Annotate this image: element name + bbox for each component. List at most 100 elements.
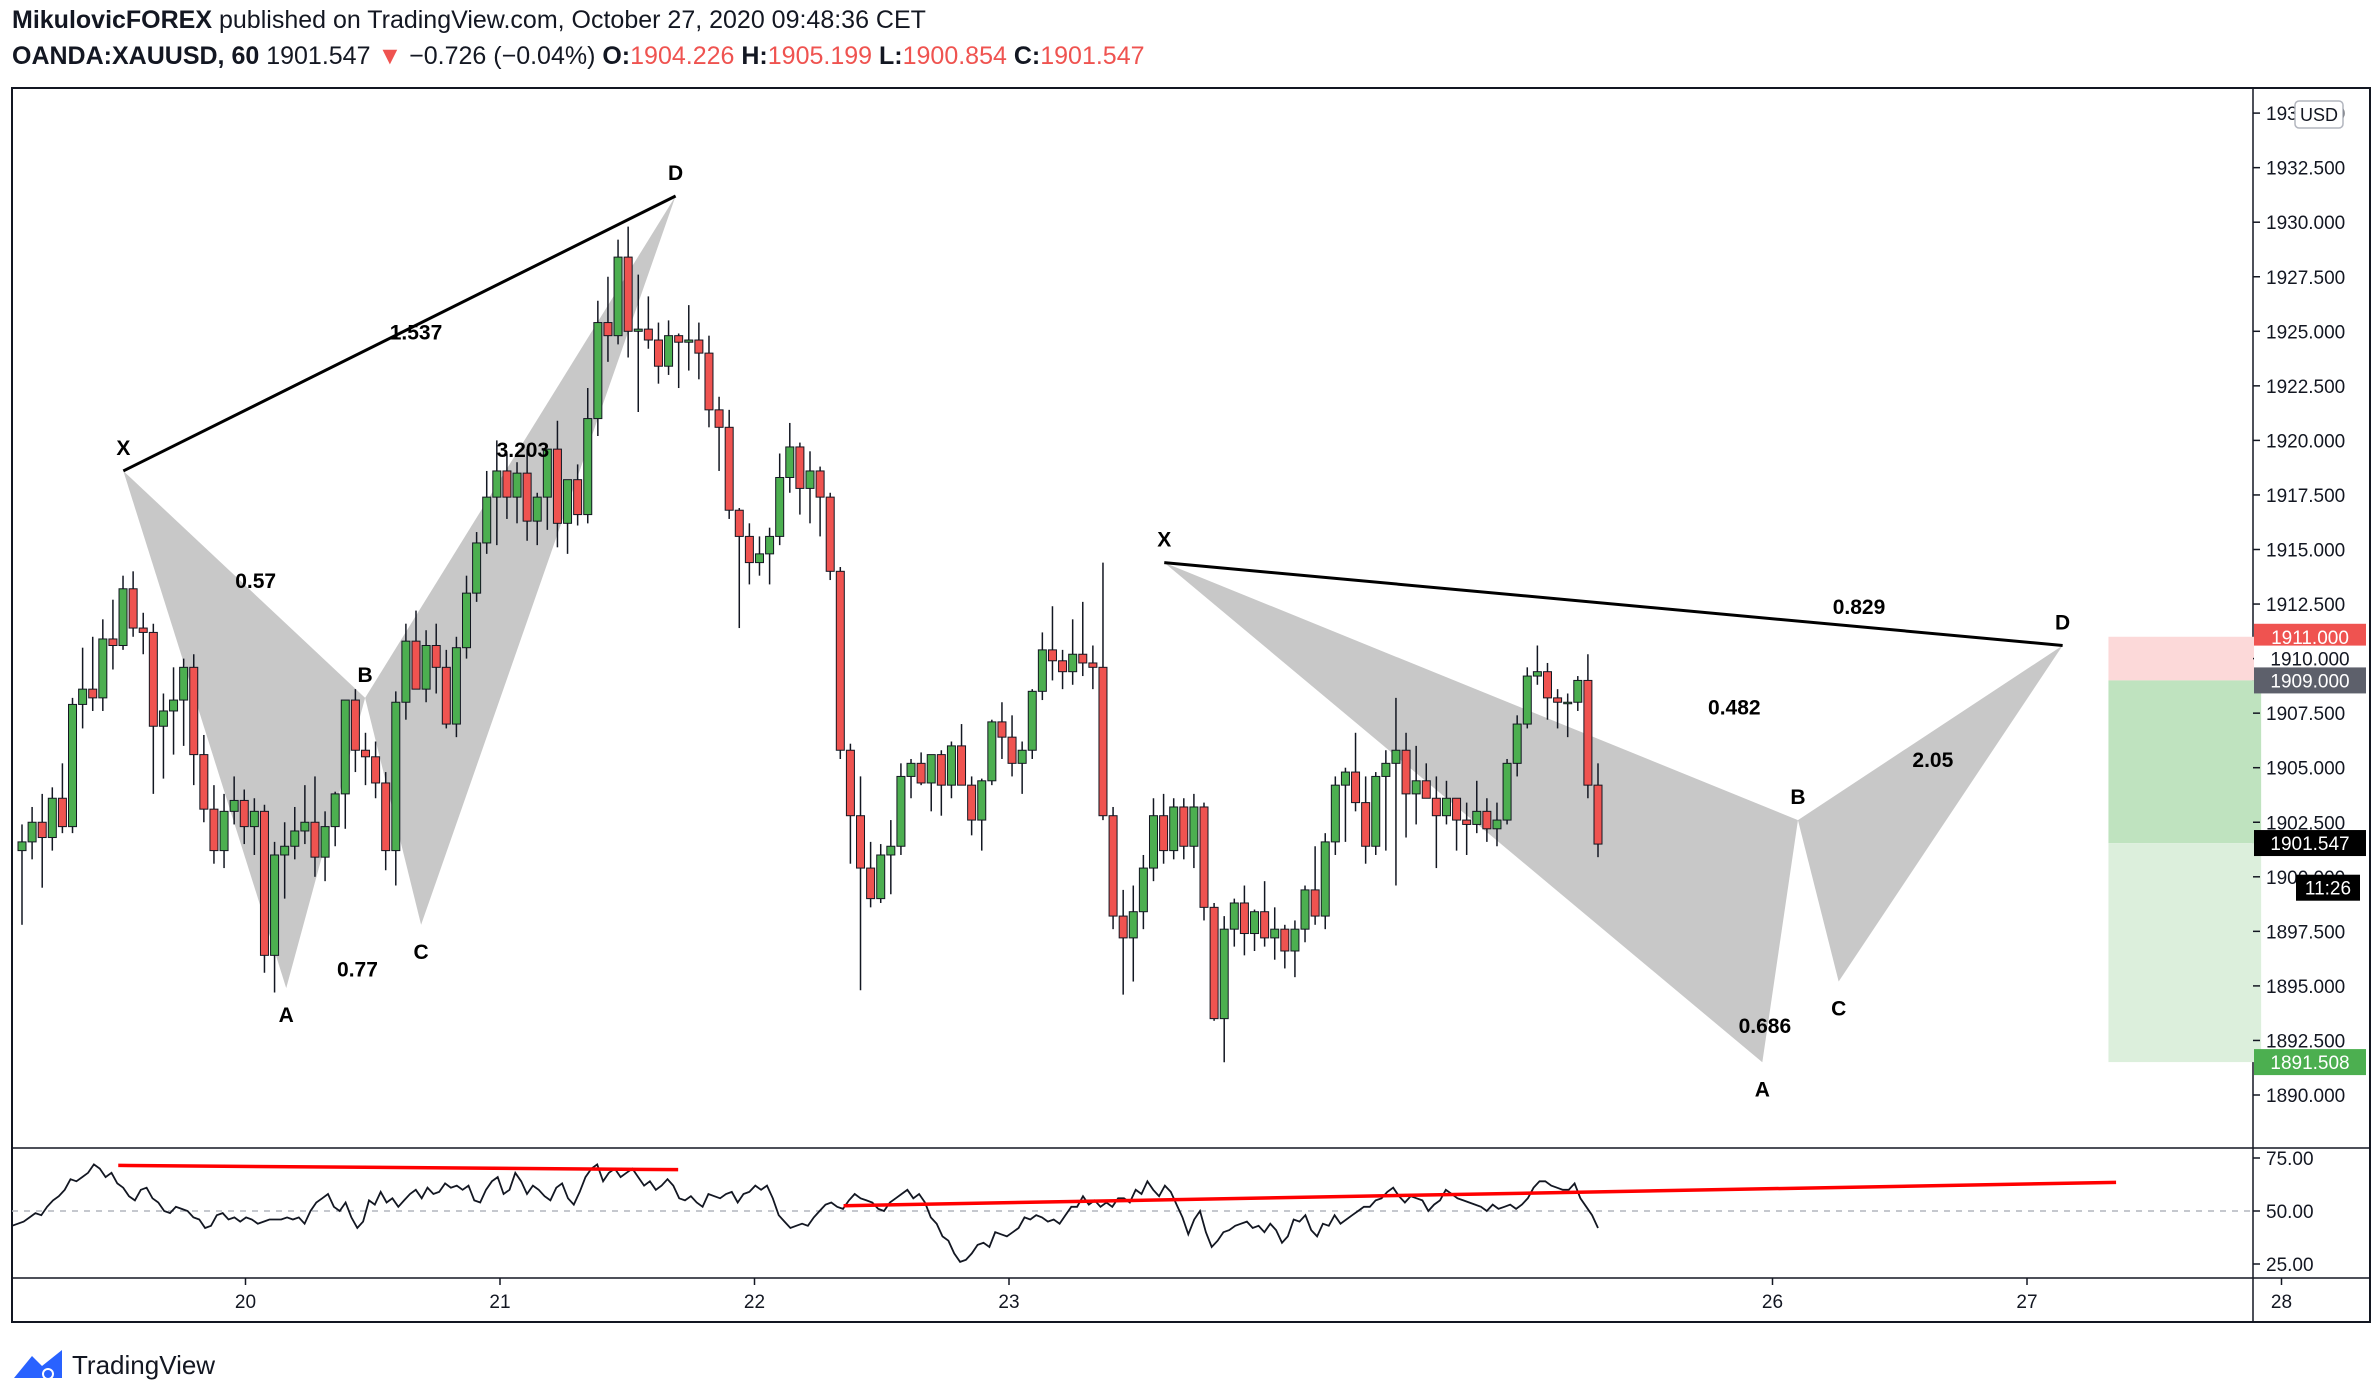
- price-tick-label: 1890.000: [2266, 1086, 2345, 1107]
- tradingview-brand[interactable]: TradingView: [12, 1345, 215, 1385]
- candle-up: [1017, 749, 1027, 764]
- candle-up: [300, 821, 310, 832]
- publish-info: MikulovicFOREX published on TradingView.…: [12, 6, 926, 35]
- open-profit-zone: [2108, 680, 2262, 844]
- pattern-ratio-label: 0.57: [235, 570, 276, 593]
- pattern-point-x: X: [1157, 529, 1171, 552]
- pattern-point-a: A: [1755, 1078, 1770, 1101]
- candle-up: [249, 810, 259, 828]
- candle-down: [603, 322, 613, 337]
- candle-up: [1381, 762, 1391, 777]
- pattern-xab-triangle: [123, 470, 366, 989]
- price-tick-label: 1902.500: [2266, 813, 2345, 834]
- price-tick-label: 1915.000: [2266, 541, 2345, 562]
- candle-up: [754, 553, 764, 564]
- candle-down: [37, 821, 47, 839]
- close-value: 1901.547: [1040, 42, 1145, 70]
- time-tick-label: 21: [489, 1292, 510, 1313]
- candle-up: [946, 745, 956, 786]
- rsi-tick-label: 50.00: [2266, 1202, 2314, 1223]
- candle-up: [1532, 671, 1542, 677]
- candle-up: [1492, 819, 1502, 830]
- candle-up: [78, 688, 88, 705]
- candle-down: [108, 638, 118, 647]
- published-text: published on TradingView.com, October 27…: [219, 6, 926, 34]
- price-tick-label: 1907.500: [2266, 704, 2345, 725]
- candle-up: [563, 479, 573, 524]
- take-profit-zone: [2108, 843, 2262, 1063]
- candle-up: [664, 335, 674, 367]
- pattern-point-x: X: [116, 437, 130, 460]
- candle-down: [815, 470, 825, 498]
- candle-up: [451, 647, 461, 725]
- price-label-plain: [2254, 645, 2366, 672]
- price-tick-label: 1910.000: [2266, 650, 2345, 671]
- chart-frame: [11, 87, 2371, 1323]
- candle-down: [1401, 749, 1411, 795]
- low-label: L:: [879, 42, 903, 70]
- candle-up: [876, 854, 886, 900]
- high-label: H:: [741, 42, 768, 70]
- pattern-point-c: C: [1831, 998, 1846, 1021]
- candle-up: [1250, 911, 1260, 935]
- price-tick-label: 1912.500: [2266, 595, 2345, 616]
- candle-up: [542, 448, 552, 498]
- candle-up: [290, 830, 300, 847]
- candle-up: [1270, 928, 1280, 939]
- price-label-text: 1909.000: [2270, 671, 2349, 692]
- price-label-text: 11:26: [2305, 879, 2351, 900]
- pattern-ratio-label: 2.05: [1912, 749, 1953, 772]
- pattern-ratio-label: 0.77: [337, 958, 378, 981]
- price-change: −0.726 (−0.04%): [409, 42, 596, 70]
- rsi-divergence-line: [118, 1163, 679, 1172]
- candle-up: [1330, 784, 1340, 843]
- candle-up: [785, 446, 795, 478]
- candle-up: [1148, 815, 1158, 869]
- candle-down: [441, 666, 451, 725]
- symbol-info: OANDA:XAUUSD, 60 1901.547 ▼ −0.726 (−0.0…: [12, 42, 1145, 71]
- currency-badge[interactable]: USD: [2294, 100, 2344, 129]
- candle-down: [835, 570, 845, 751]
- candle-down: [522, 472, 532, 522]
- open-value: 1904.226: [630, 42, 735, 70]
- candle-up: [765, 535, 775, 555]
- candle-up: [1219, 928, 1229, 1020]
- candle-up: [1340, 771, 1350, 786]
- candle-up: [1320, 841, 1330, 917]
- candle-down: [259, 810, 269, 956]
- candle-down: [1351, 771, 1361, 804]
- candle-down: [825, 496, 835, 572]
- low-value: 1900.854: [902, 42, 1007, 70]
- price-label-text: 1911.000: [2271, 628, 2349, 649]
- candle-up: [1472, 810, 1482, 825]
- pattern-xd-line: [1164, 561, 2063, 648]
- candle-down: [381, 782, 391, 852]
- price-tick-label: 1935.000: [2266, 104, 2345, 125]
- candle-down: [1542, 671, 1552, 699]
- candle-up: [179, 666, 189, 701]
- rsi-divergence-line: [843, 1180, 2117, 1208]
- open-label: O:: [602, 42, 631, 70]
- candle-down: [1098, 666, 1108, 817]
- candle-down: [1593, 784, 1603, 845]
- candle-up: [1411, 780, 1421, 795]
- price-label-text: 1910.000: [2270, 650, 2349, 671]
- candle-up: [532, 496, 542, 522]
- candle-down: [674, 335, 684, 343]
- candle-up: [1068, 653, 1078, 673]
- price-tick-label: 1925.000: [2266, 322, 2345, 343]
- candle-up: [169, 699, 179, 712]
- time-tick-label: 28: [2271, 1292, 2292, 1313]
- candle-down: [967, 784, 977, 821]
- price-tick-label: 1900.000: [2266, 868, 2345, 889]
- candle-up: [1189, 806, 1199, 847]
- candle-down: [1058, 660, 1068, 673]
- candle-down: [1462, 819, 1472, 825]
- candle-down: [1280, 928, 1290, 952]
- candle-down: [1159, 815, 1169, 852]
- author-name[interactable]: MikulovicFOREX: [12, 6, 213, 34]
- pattern-ratio-label: 0.482: [1708, 697, 1761, 720]
- price-label-text: 1901.547: [2270, 834, 2349, 855]
- candle-down: [431, 645, 441, 668]
